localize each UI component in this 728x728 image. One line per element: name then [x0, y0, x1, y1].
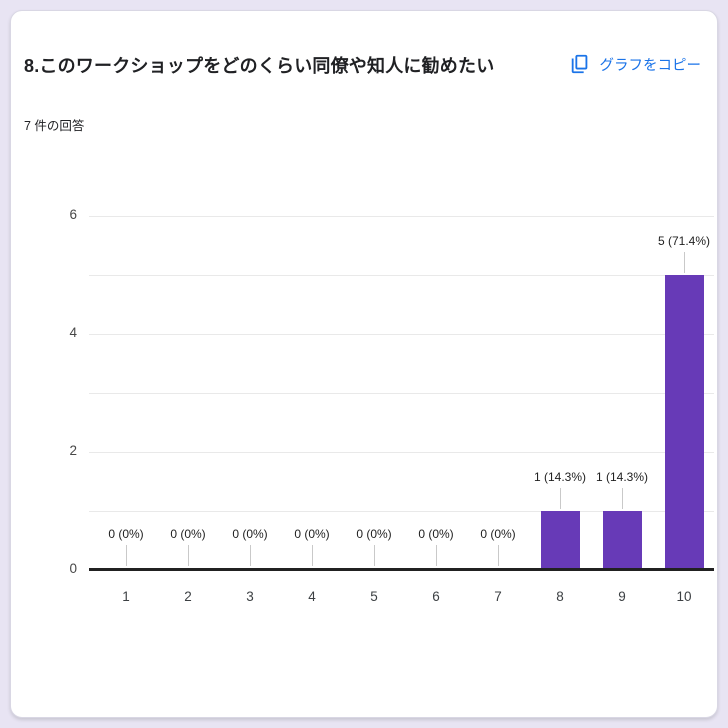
gridline: [89, 511, 714, 512]
x-tick-label: 10: [676, 589, 692, 604]
label-connector: [683, 252, 685, 273]
label-connector: [497, 545, 499, 566]
bar-value-label: 0 (0%): [418, 527, 454, 541]
label-connector: [125, 545, 127, 566]
bar-value-label: 0 (0%): [294, 527, 330, 541]
label-connector: [621, 488, 623, 509]
bar: [664, 275, 704, 570]
label-connector: [559, 488, 561, 509]
label-connector: [187, 545, 189, 566]
copy-chart-button[interactable]: グラフをコピー: [561, 51, 710, 77]
label-connector: [249, 545, 251, 566]
x-tick-label: 5: [370, 589, 378, 604]
copy-icon: [569, 53, 591, 75]
x-axis-line: [89, 568, 714, 571]
x-tick-label: 6: [432, 589, 440, 604]
gridline: [89, 334, 714, 335]
x-tick-label: 8: [556, 589, 564, 604]
label-connector: [373, 545, 375, 566]
bar-value-label: 0 (0%): [356, 527, 392, 541]
gridline: [89, 275, 714, 276]
x-tick-label: 9: [618, 589, 626, 604]
y-tick-label: 2: [69, 443, 77, 458]
x-tick-label: 1: [122, 589, 130, 604]
y-tick-label: 6: [69, 207, 77, 222]
bar-chart: 0 2 4 6 0 (0%) 0 (0%) 0 (0%) 0 (0%) 0 (0%) 0 (0%)…: [11, 11, 717, 717]
y-tick-label: 4: [69, 325, 77, 340]
gridline: [89, 452, 714, 453]
label-connector: [435, 545, 437, 566]
bar-value-label: 5 (71.4%): [657, 234, 711, 248]
bar-value-label: 1 (14.3%): [595, 470, 649, 484]
bar: [540, 511, 580, 570]
bar: [602, 511, 642, 570]
bar-value-label: 0 (0%): [108, 527, 144, 541]
bar-value-label: 0 (0%): [232, 527, 268, 541]
bar-value-label: 1 (14.3%): [533, 470, 587, 484]
gridline: [89, 393, 714, 394]
copy-chart-label: グラフをコピー: [599, 57, 702, 74]
x-tick-label: 2: [184, 589, 192, 604]
question-result-card: 8.このワークショップをどのくらい同僚や知人に勧めたい グラフをコピー 7 件の…: [10, 10, 718, 718]
gridline: [89, 216, 714, 217]
bar-value-label: 0 (0%): [170, 527, 206, 541]
question-title: 8.このワークショップをどのくらい同僚や知人に勧めたい: [24, 56, 495, 76]
y-tick-label: 0: [69, 561, 77, 576]
label-connector: [311, 545, 313, 566]
responses-count: 7 件の回答: [24, 119, 85, 133]
x-tick-label: 7: [494, 589, 502, 604]
x-tick-label: 4: [308, 589, 316, 604]
bar-value-label: 0 (0%): [480, 527, 516, 541]
x-tick-label: 3: [246, 589, 254, 604]
